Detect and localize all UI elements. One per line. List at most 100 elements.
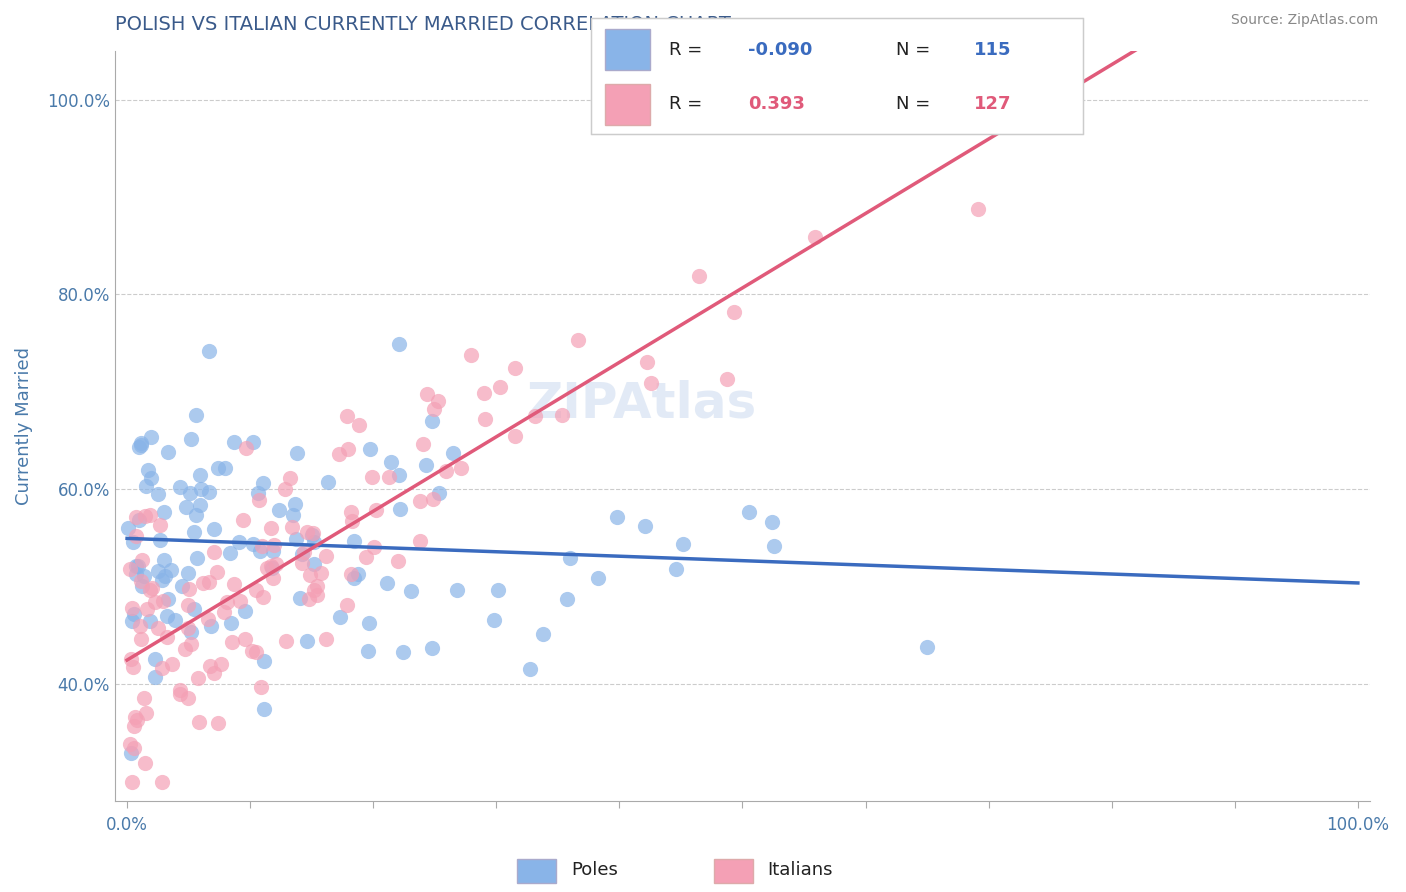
- Point: [434, 464, 457, 478]
- Point: [219, 545, 242, 559]
- Point: [297, 591, 319, 606]
- Point: [295, 525, 318, 540]
- Point: [235, 632, 257, 646]
- Point: [339, 505, 361, 519]
- Text: 115: 115: [974, 41, 1012, 59]
- Point: [197, 344, 219, 359]
- Point: [150, 774, 173, 789]
- Point: [188, 468, 211, 483]
- Point: [336, 442, 359, 456]
- Text: 0.0%: 0.0%: [105, 815, 148, 834]
- Point: [378, 470, 401, 484]
- Point: [302, 526, 325, 541]
- Point: [416, 387, 439, 401]
- Point: [149, 517, 172, 532]
- Point: [262, 571, 284, 585]
- Point: [153, 568, 176, 582]
- Point: [967, 202, 990, 216]
- Point: [262, 544, 284, 558]
- Text: Poles: Poles: [571, 861, 617, 879]
- Point: [252, 476, 274, 491]
- Point: [163, 613, 186, 627]
- Point: [143, 594, 166, 608]
- Point: [409, 533, 432, 548]
- Point: [118, 562, 141, 576]
- Point: [120, 746, 142, 760]
- Point: [346, 566, 368, 581]
- Point: [357, 643, 380, 657]
- Point: [315, 632, 337, 647]
- Point: [160, 563, 183, 577]
- Point: [188, 498, 211, 512]
- Point: [488, 380, 510, 394]
- Point: [503, 361, 526, 376]
- Point: [399, 584, 422, 599]
- Point: [117, 521, 139, 535]
- Point: [131, 579, 153, 593]
- Point: [148, 564, 170, 578]
- Point: [482, 613, 505, 627]
- Point: [247, 486, 270, 500]
- Point: [420, 414, 443, 428]
- Point: [340, 567, 363, 582]
- Point: [128, 512, 150, 526]
- Point: [738, 505, 761, 519]
- Point: [174, 641, 197, 656]
- Point: [121, 614, 143, 628]
- Point: [276, 634, 298, 648]
- Point: [253, 702, 276, 716]
- Point: [169, 480, 191, 494]
- Point: [342, 534, 364, 549]
- Point: [486, 582, 509, 597]
- Point: [134, 756, 156, 770]
- Point: [242, 435, 264, 450]
- Point: [184, 508, 207, 523]
- Point: [336, 598, 359, 612]
- Point: [472, 386, 495, 401]
- Point: [141, 581, 163, 595]
- Point: [301, 528, 323, 542]
- Point: [665, 562, 688, 576]
- Point: [260, 560, 283, 574]
- Text: 0.393: 0.393: [748, 95, 804, 112]
- Point: [198, 575, 221, 590]
- Point: [388, 468, 411, 483]
- Point: [388, 336, 411, 351]
- Point: [183, 524, 205, 539]
- Point: [121, 601, 143, 615]
- Point: [139, 430, 162, 444]
- Point: [180, 637, 202, 651]
- Point: [247, 493, 270, 508]
- Point: [723, 305, 745, 319]
- Point: [291, 547, 314, 561]
- Point: [205, 566, 228, 580]
- Point: [139, 583, 162, 598]
- Point: [354, 549, 377, 564]
- Point: [125, 510, 148, 524]
- Point: [245, 583, 267, 598]
- Text: R =: R =: [669, 41, 709, 59]
- Point: [148, 622, 170, 636]
- Point: [207, 716, 229, 731]
- Point: [474, 411, 496, 425]
- Point: [249, 544, 271, 558]
- Point: [245, 645, 267, 659]
- Text: N =: N =: [896, 95, 935, 112]
- Point: [183, 601, 205, 615]
- Point: [560, 551, 582, 566]
- Point: [359, 442, 381, 456]
- Point: [363, 540, 385, 554]
- Point: [387, 554, 409, 568]
- Point: [640, 376, 662, 390]
- Point: [531, 627, 554, 641]
- Point: [235, 441, 257, 455]
- Point: [132, 690, 155, 705]
- Text: ZIPAtlas: ZIPAtlas: [527, 379, 758, 427]
- Point: [252, 654, 274, 668]
- Point: [169, 687, 191, 701]
- Point: [129, 632, 152, 646]
- Point: [121, 660, 143, 674]
- Point: [250, 680, 273, 694]
- Point: [264, 557, 287, 571]
- Point: [157, 591, 180, 606]
